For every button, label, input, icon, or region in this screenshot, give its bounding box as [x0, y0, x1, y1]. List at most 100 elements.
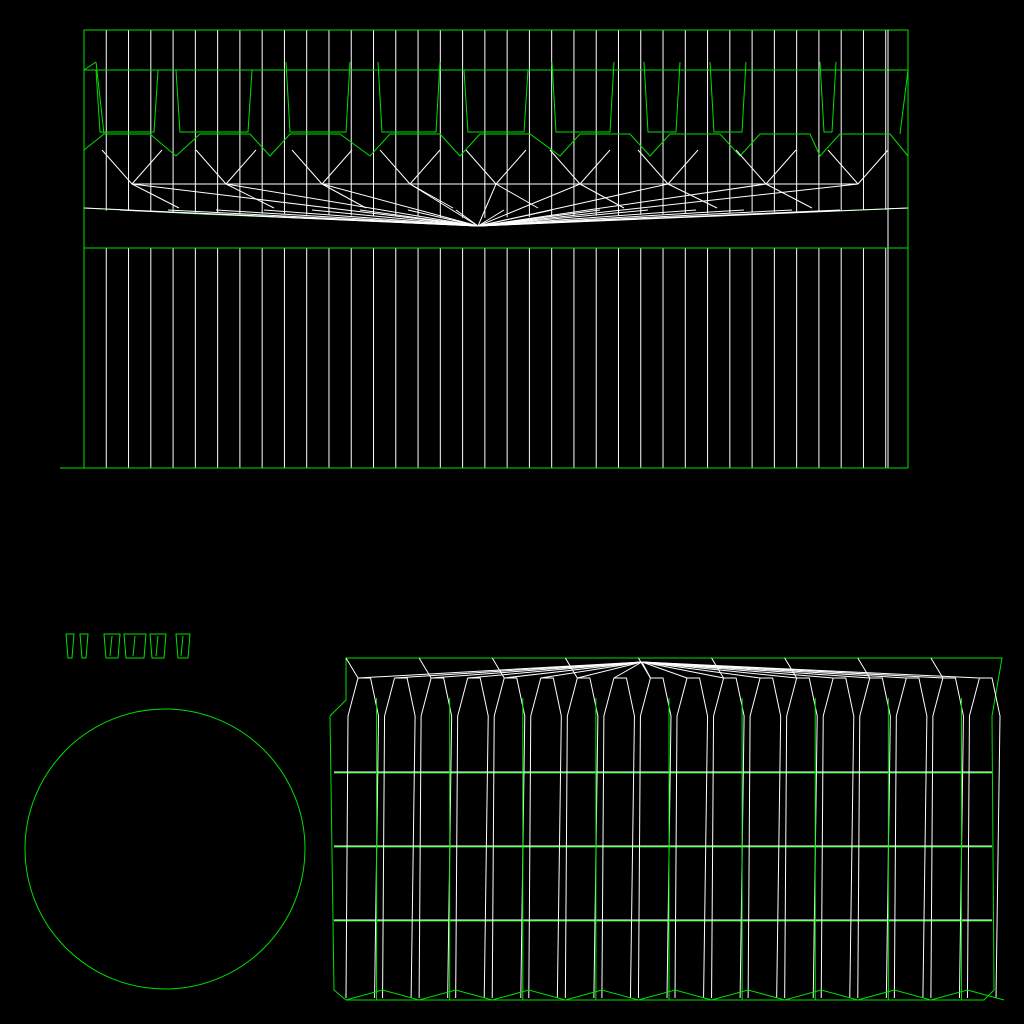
fan-edge [784, 657, 798, 679]
arch-edge [530, 677, 542, 717]
tooth-outline [95, 69, 159, 133]
fan-edge [641, 661, 688, 679]
fan-edge [564, 657, 578, 679]
fan-edge [101, 149, 133, 185]
fan-edge [407, 209, 479, 227]
mesh-zigzag [83, 133, 909, 157]
fan-edge [549, 149, 581, 185]
mesh-border-top [83, 29, 909, 71]
arch-edge [491, 715, 495, 999]
fan-edge [467, 661, 643, 679]
arch-edge [932, 677, 944, 717]
fan-edge [359, 209, 479, 227]
fan-edge [637, 149, 669, 185]
fan-edge [579, 183, 625, 209]
arch-edge [493, 677, 505, 717]
arch-edge [540, 677, 562, 999]
tooth-outline [643, 61, 681, 133]
fan-edge [215, 209, 479, 227]
arch-edge [674, 715, 678, 999]
fan-edge [477, 209, 649, 227]
fan-edge [225, 149, 257, 185]
fan-edge [857, 657, 871, 679]
arch-edge [747, 715, 751, 999]
mesh-bottom-zigzag [345, 989, 1005, 1001]
small-strip-island [79, 633, 89, 659]
fan-edge [431, 661, 643, 679]
arch-edge [713, 677, 725, 717]
fan-edge [477, 209, 841, 227]
fan-edge [477, 209, 553, 227]
small-strip-island [103, 633, 121, 659]
fan-edge [579, 149, 611, 185]
fan-edge [131, 149, 163, 185]
fan-edge [409, 183, 479, 227]
arch-edge [457, 677, 469, 717]
fan-edge [491, 657, 505, 679]
arch-edge [358, 677, 380, 999]
small-strip-island [149, 633, 167, 659]
fan-edge [613, 661, 643, 679]
arch-edge [786, 677, 798, 717]
uv-island-bottom-mesh [329, 657, 1005, 1001]
arch-edge [760, 677, 782, 999]
fan-edge [540, 661, 643, 679]
fan-edge [195, 149, 227, 185]
arch-edge [384, 677, 396, 717]
tooth-outline [899, 69, 909, 135]
small-strip-inner [155, 635, 159, 657]
arch-edge [833, 677, 855, 999]
arch-edge [822, 677, 834, 717]
arch-edge [382, 715, 386, 999]
fan-edge [827, 149, 859, 185]
arch-edge [979, 677, 1001, 999]
small-strip-inner [109, 635, 113, 657]
arch-edge [895, 677, 907, 717]
fan-edge [418, 657, 432, 679]
fan-edge [455, 209, 479, 227]
fan-edge [477, 183, 767, 227]
arch-edge [930, 715, 934, 999]
arch-edge [637, 715, 641, 999]
arch-edge [820, 715, 824, 999]
arch-edge [467, 677, 489, 999]
fan-edge [131, 183, 479, 227]
arch-edge [676, 677, 688, 717]
arch-edge [687, 677, 709, 999]
fan-edge [291, 149, 323, 185]
fan-edge [495, 149, 527, 185]
arch-edge [418, 715, 422, 999]
arch-edge [577, 677, 599, 999]
arch-edge [942, 677, 964, 999]
uv-island-circle [24, 708, 306, 990]
arch-edge [906, 677, 928, 999]
fan-edge [638, 657, 651, 679]
fan-edge [477, 209, 505, 227]
tooth-outline [95, 61, 105, 135]
arch-edge [564, 715, 568, 999]
fan-edge [641, 661, 724, 679]
tooth-outline [377, 61, 441, 133]
fan-edge [641, 661, 980, 679]
arch-edge [347, 677, 359, 717]
fan-edge [321, 183, 479, 227]
fan-edge [409, 149, 441, 185]
arch-edge [639, 677, 651, 717]
fan-edge [667, 149, 699, 185]
uv-island-small-strips [65, 633, 191, 659]
arch-edge [603, 677, 615, 717]
arch-edge [455, 715, 459, 999]
mesh-border [329, 657, 1003, 1001]
tooth-outline [83, 61, 97, 71]
arch-edge [968, 677, 980, 717]
fan-edge [577, 661, 643, 679]
fan-edge [345, 657, 359, 679]
arch-edge [601, 715, 605, 999]
fan-edge [225, 183, 479, 227]
fan-edge [131, 183, 180, 209]
small-strip-inner [180, 635, 184, 657]
arch-edge [723, 677, 745, 999]
arch-edge [869, 677, 891, 999]
fan-edge [409, 183, 454, 209]
